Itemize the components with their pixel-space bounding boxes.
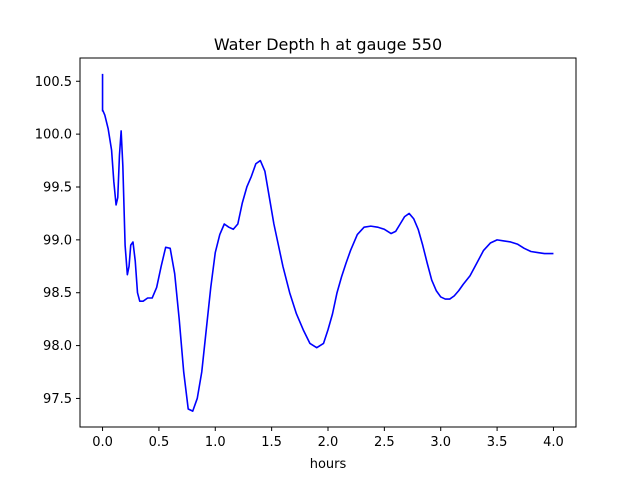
x-tick-label: 2.5 <box>374 435 395 450</box>
y-tick-label: 100.0 <box>35 128 72 143</box>
x-axis: 0.0 0.5 1.0 1.5 2.0 2.5 3.0 3.5 4.0 <box>92 427 564 450</box>
x-tick-label: 3.5 <box>487 435 508 450</box>
y-tick-label: 100.5 <box>35 75 72 90</box>
x-tick-label: 1.0 <box>205 435 226 450</box>
series-line-0 <box>101 73 554 412</box>
y-tick-label: 99.5 <box>43 180 72 195</box>
x-tick-label: 4.0 <box>543 435 564 450</box>
y-tick-label: 98.5 <box>43 286 72 301</box>
x-tick-label: 2.0 <box>318 435 339 450</box>
y-tick-label: 99.0 <box>43 233 72 248</box>
chart-title: Water Depth h at gauge 550 <box>214 35 442 54</box>
y-tick-label: 97.5 <box>43 392 72 407</box>
y-tick-label: 98.0 <box>43 339 72 354</box>
x-axis-label: hours <box>310 457 347 472</box>
x-tick-label: 3.0 <box>430 435 451 450</box>
y-axis: 97.5 98.0 98.5 99.0 99.5 100.0 100.5 <box>35 75 80 407</box>
x-tick-label: 0.0 <box>92 435 113 450</box>
x-tick-label: 0.5 <box>149 435 170 450</box>
plot-layer <box>101 73 554 412</box>
x-tick-label: 1.5 <box>261 435 282 450</box>
